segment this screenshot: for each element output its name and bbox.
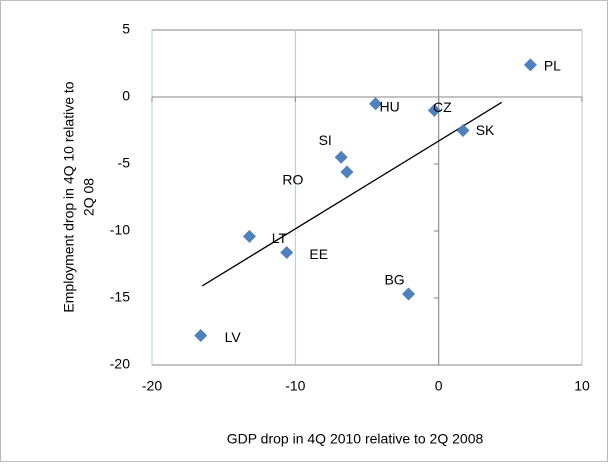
- y-tick-label: 0: [122, 88, 130, 104]
- point-label: BG: [384, 272, 404, 288]
- y-tick-label: -5: [118, 155, 131, 171]
- marker: [369, 97, 383, 111]
- y-tick-label: -10: [110, 222, 130, 238]
- marker: [334, 150, 348, 164]
- y-axis-title: Employment drop in 4Q 10 relative to: [61, 81, 77, 312]
- y-tick-label: -15: [110, 289, 130, 305]
- point-label: LV: [225, 329, 242, 345]
- x-tick-label: 0: [435, 378, 443, 394]
- trend-line: [201, 101, 503, 287]
- y-tick-label: 5: [122, 21, 130, 37]
- x-tick-label: -20: [142, 378, 162, 394]
- y-axis-title: 2Q 08: [81, 178, 97, 216]
- point-label: SK: [476, 122, 495, 138]
- x-tick-label: 10: [574, 378, 590, 394]
- point-label: EE: [309, 246, 328, 262]
- x-axis-title: GDP drop in 4Q 2010 relative to 2Q 2008: [227, 431, 484, 447]
- marker: [523, 58, 537, 72]
- x-tick-label: -10: [285, 378, 305, 394]
- point-label: LT: [272, 230, 288, 246]
- marker: [280, 245, 294, 259]
- marker: [456, 124, 470, 137]
- point-label: HU: [379, 98, 399, 114]
- marker: [194, 329, 208, 343]
- marker: [402, 287, 416, 301]
- marker: [340, 165, 354, 179]
- point-label: CZ: [433, 99, 452, 115]
- point-label: RO: [282, 172, 303, 188]
- y-tick-label: -20: [110, 356, 130, 372]
- marker: [242, 229, 256, 243]
- point-label: SI: [319, 132, 332, 148]
- point-label: PL: [544, 58, 561, 74]
- marker: [427, 103, 441, 117]
